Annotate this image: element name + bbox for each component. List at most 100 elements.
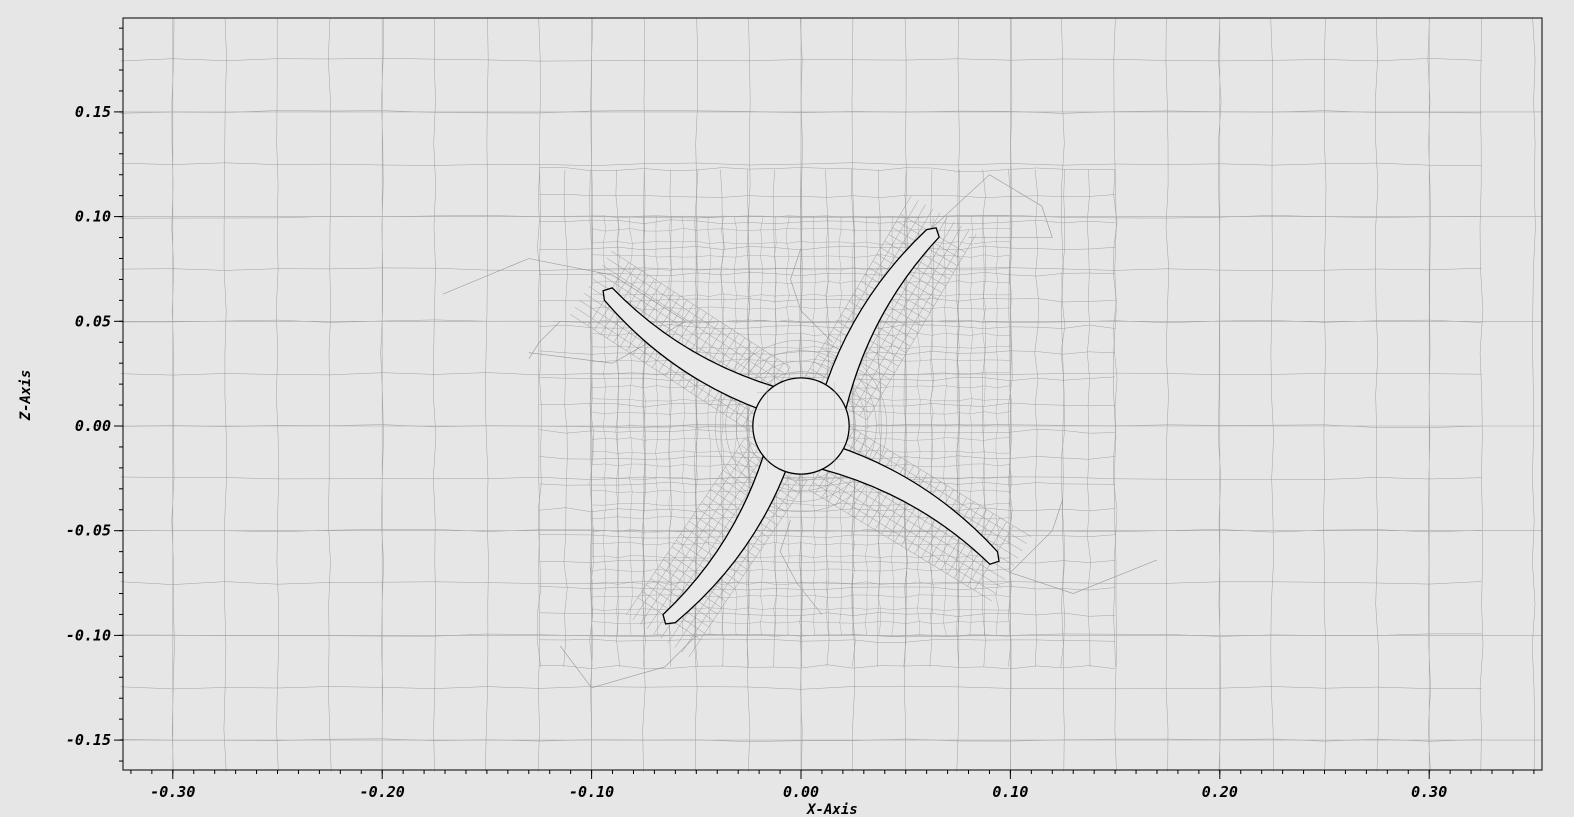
mesh-line (1479, 17, 1484, 772)
mesh-line (877, 169, 882, 667)
x-tick-label: -0.10 (569, 783, 614, 801)
mesh-line (847, 424, 1032, 537)
mesh-line (639, 295, 681, 360)
mesh-line (872, 260, 938, 300)
mesh-line (843, 432, 1027, 544)
mesh-line (904, 17, 908, 772)
mesh-line (697, 508, 761, 551)
y-tick-label: -0.10 (66, 626, 111, 644)
mesh-line (866, 234, 977, 421)
y-tick-label: 0.00 (75, 417, 111, 435)
mesh-line (677, 320, 720, 385)
x-tick-label: 0.10 (992, 783, 1028, 801)
mesh-line (328, 17, 332, 772)
mesh-line (901, 481, 941, 547)
mesh-line (701, 501, 765, 545)
mesh-line (860, 281, 927, 320)
mesh-line (539, 298, 1116, 303)
mesh-line (684, 325, 726, 389)
mesh-line (539, 533, 1116, 539)
y-axis-label: Z-Axis (18, 370, 34, 422)
mesh-line (1323, 17, 1327, 772)
mesh-line (539, 193, 1116, 198)
mesh-line (539, 612, 1116, 617)
mesh-boundary (905, 174, 1053, 253)
x-tick-label: 0.30 (1411, 783, 1447, 801)
y-tick-label: 0.10 (75, 208, 111, 226)
propeller-body (602, 227, 1000, 625)
propeller-blade (602, 287, 779, 411)
mesh-line (927, 497, 968, 563)
axes: -0.30 -0.20 -0.10 0.00 0.10 0.20 0.30 0.15 0.10… (18, 17, 1543, 817)
mesh-line (676, 540, 739, 583)
mesh-line (812, 482, 997, 595)
mesh-boundary (790, 247, 833, 343)
mesh-line (611, 250, 791, 368)
plot-frame (122, 17, 1543, 771)
mesh-line (1165, 17, 1170, 772)
mesh-line (894, 477, 935, 543)
mesh-line (539, 167, 1116, 172)
mesh-line (658, 308, 701, 372)
mesh-line (851, 169, 856, 667)
mesh-line (615, 169, 621, 667)
mesh-line (856, 287, 923, 327)
mesh-line (845, 221, 955, 408)
mesh-line (539, 664, 1116, 670)
mesh-line (684, 527, 748, 570)
mesh-line (1375, 17, 1379, 772)
mesh-line (1008, 169, 1013, 667)
mesh-line (956, 17, 960, 772)
y-tick-label: 0.15 (75, 103, 111, 121)
mesh-line (693, 514, 757, 558)
mesh-line (223, 17, 227, 772)
mesh-line (907, 485, 948, 551)
mesh-line (874, 465, 915, 530)
mesh-boundary (1009, 499, 1158, 594)
mesh-line (1113, 169, 1118, 667)
mesh-line (539, 507, 1116, 513)
mesh-line (680, 533, 744, 577)
mesh-line (688, 480, 808, 658)
mesh-line (646, 452, 766, 630)
mesh-boundary (779, 520, 823, 615)
y-tick-label: -0.05 (66, 522, 111, 540)
mesh-line (1086, 169, 1092, 667)
mesh-line (570, 314, 750, 431)
y-ticks: 0.15 0.10 0.05 0.00 -0.05 -0.10 -0.15 (66, 27, 123, 762)
x-tick-label: 0.00 (783, 783, 819, 801)
mesh-line (688, 521, 752, 564)
mesh-line (914, 489, 954, 555)
mesh-line (671, 546, 735, 589)
mesh-line (433, 17, 437, 772)
x-tick-label: -0.30 (150, 783, 195, 801)
mesh-line (539, 638, 1116, 643)
mesh-line (485, 17, 489, 772)
x-tick-label: -0.20 (360, 783, 405, 801)
mesh-line (639, 447, 759, 625)
mesh-line (859, 230, 970, 416)
mesh-line (1532, 17, 1536, 772)
mesh-line (652, 304, 694, 368)
mesh-line (632, 291, 675, 356)
y-tick-label: 0.05 (75, 312, 111, 330)
mesh-line (920, 493, 961, 559)
mesh-line (809, 200, 919, 387)
mesh-line (536, 169, 542, 667)
mesh-line (539, 376, 1116, 382)
mesh-line (602, 264, 782, 382)
mesh-line (574, 307, 754, 424)
propeller-blade (822, 227, 940, 409)
mesh-line (851, 17, 855, 772)
mesh-boundary (442, 258, 687, 364)
mesh-line (563, 169, 568, 667)
mesh-line (801, 196, 912, 382)
mesh-line (853, 294, 919, 334)
propeller-blade (820, 445, 1000, 565)
mesh-line (597, 271, 777, 389)
mesh-line (1060, 169, 1066, 667)
mesh-line (632, 443, 752, 620)
mesh-line (645, 300, 688, 364)
mesh-line (667, 552, 731, 596)
x-axis-label: X-Axis (806, 802, 858, 817)
